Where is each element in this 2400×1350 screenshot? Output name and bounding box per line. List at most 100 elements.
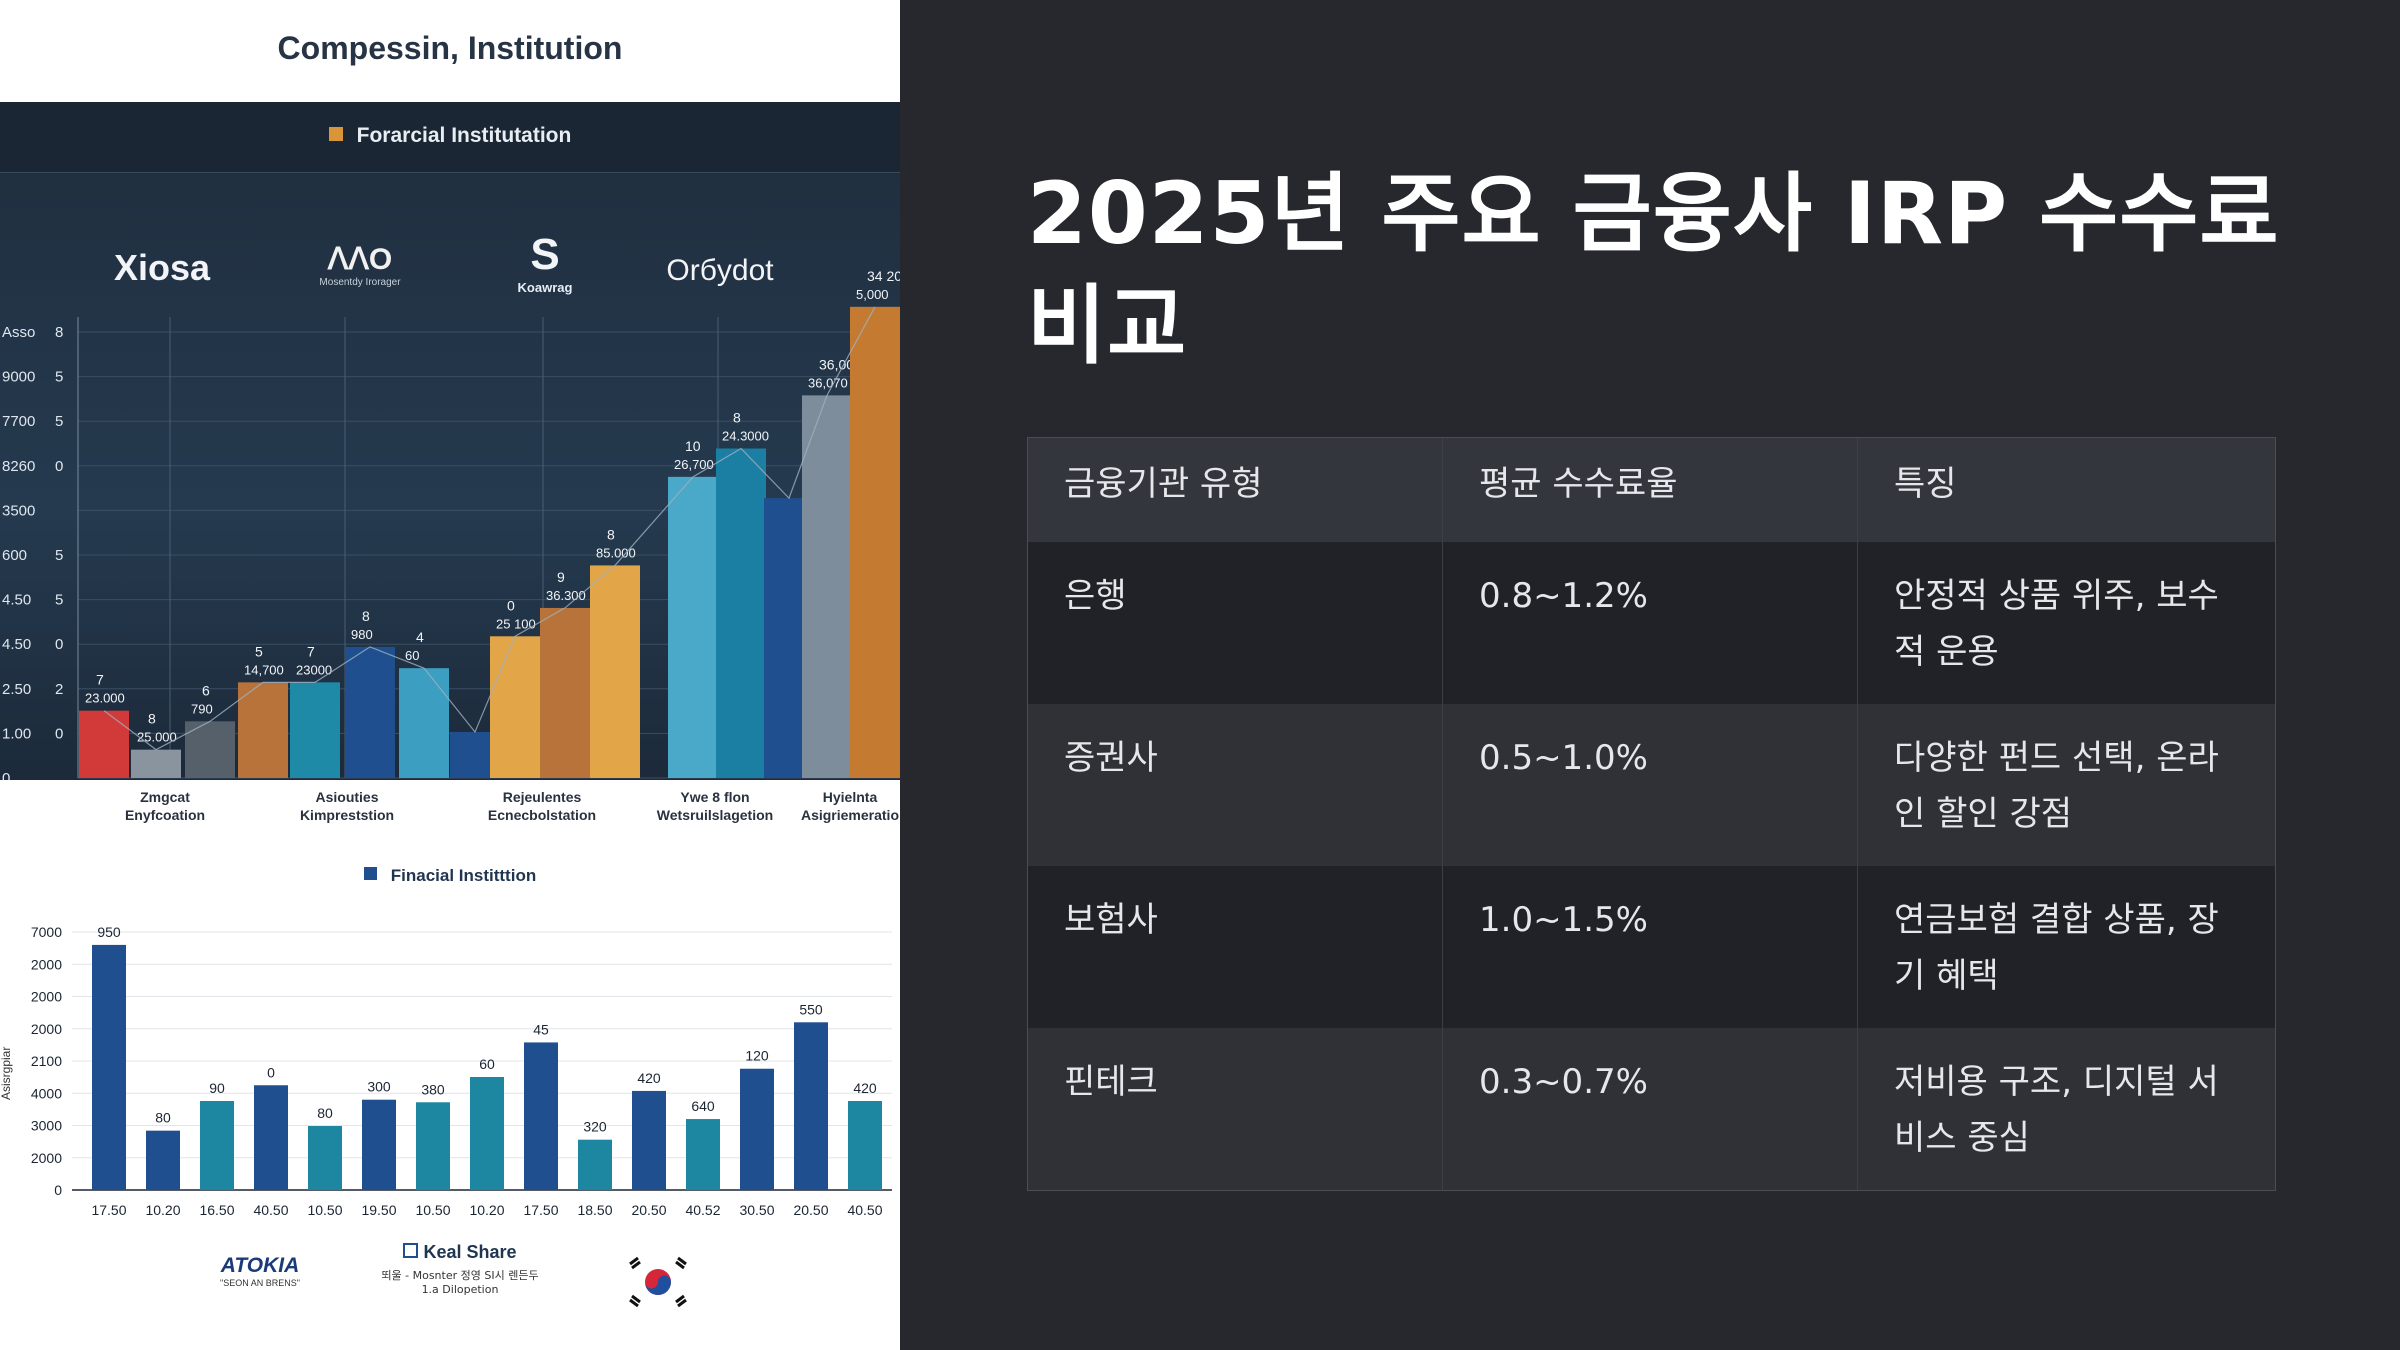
y-tick-label: 0 xyxy=(55,725,63,742)
bar xyxy=(290,682,340,778)
bar xyxy=(686,1119,720,1190)
logo-orbydot-name: Orбydot xyxy=(666,254,774,287)
bar-value-label: 950 xyxy=(97,924,121,940)
bar-index-label: 8 xyxy=(733,410,741,426)
bar-value-label: 45 xyxy=(533,1021,549,1037)
trend-line xyxy=(103,306,876,751)
y-tick-label: 0 xyxy=(55,636,63,653)
y-tick-label: 1.00 xyxy=(2,725,31,742)
bar xyxy=(185,721,235,778)
y-tick-label: 7000 xyxy=(31,924,62,940)
bar-value-label: 5,000 xyxy=(856,287,889,302)
cell-features: 안정적 상품 위주, 보수적 운용 xyxy=(1894,576,2219,672)
footer-share: Keal Share 뙤울 - Mosnter 정영 SI시 렌든두 1.a D… xyxy=(360,1242,560,1296)
bar xyxy=(131,749,181,778)
bar-index-label: 7 xyxy=(307,643,315,659)
cell-average-fee: 0.5~1.0% xyxy=(1443,704,1858,866)
bar-index-label: 9 xyxy=(557,569,565,585)
x-tick-label: 17.50 xyxy=(91,1202,126,1218)
x-tick-label: 40.50 xyxy=(847,1202,882,1218)
y-tick-label: 2100 xyxy=(31,1053,62,1069)
bar xyxy=(716,448,766,778)
table-row: 핀테크 0.3~0.7% 저비용 구조, 디지털 서비스 중심 xyxy=(1028,1028,2275,1190)
category-line1: Zmgcat xyxy=(140,789,190,805)
logo-second-mark: ᐱᐱO xyxy=(327,243,393,276)
bar-value-label: 120 xyxy=(745,1048,769,1064)
bar xyxy=(146,1130,180,1190)
top-bar-chart: Forarcial Institutation Xiosa ᐱᐱO Mosent… xyxy=(0,102,900,780)
bar-value-label: 85.000 xyxy=(596,545,636,560)
bar-value-label: 60 xyxy=(405,648,419,663)
x-tick-label: 40.50 xyxy=(253,1202,288,1218)
cell-institution-type: 증권사 xyxy=(1028,704,1443,866)
y-tick-label: 4000 xyxy=(31,1085,62,1101)
footer-brand: ATOKIA "SEON AN BRENS" xyxy=(210,1254,310,1288)
x-tick-label: 10.20 xyxy=(145,1202,180,1218)
y-tick-label: 5 xyxy=(55,413,63,430)
bar-value-label: 550 xyxy=(799,1001,823,1017)
cell-features: 다양한 펀드 선택, 온라인 할인 강점 xyxy=(1894,738,2219,834)
top-chart-legend: Forarcial Institutation xyxy=(0,124,900,148)
table-row: 은행 0.8~1.2% 안정적 상품 위주, 보수적 운용 xyxy=(1028,542,2275,704)
y-tick-label: 3500 xyxy=(2,502,35,519)
bar xyxy=(590,565,640,778)
cell-institution-type: 핀테크 xyxy=(1028,1028,1443,1190)
category-line1: Rejeulentes xyxy=(502,789,582,805)
logo-second-sub: Mosentdy Irorager xyxy=(319,277,401,288)
x-tick-label: 20.50 xyxy=(793,1202,828,1218)
logo-second: ᐱᐱO Mosentdy Irorager xyxy=(300,242,420,288)
bar-index-label: 0 xyxy=(507,597,515,613)
bar xyxy=(470,1076,504,1190)
bar-value-label: 80 xyxy=(317,1105,333,1121)
x-tick-label: 16.50 xyxy=(199,1202,234,1218)
bar xyxy=(362,1099,396,1190)
bar-value-label: 320 xyxy=(583,1119,607,1135)
bar xyxy=(540,607,590,778)
bar xyxy=(79,710,129,778)
bar xyxy=(308,1126,342,1190)
bar-index-label: 5 xyxy=(255,643,263,659)
logo-orbydot: Orбydot xyxy=(645,254,795,288)
bar xyxy=(794,1022,828,1190)
bar-value-label: 420 xyxy=(637,1070,661,1086)
bar xyxy=(200,1100,234,1190)
bar-value-label: 14,700 xyxy=(244,662,284,677)
category-line1: Ywe 8 flon xyxy=(680,789,750,805)
bar-value-label: 90 xyxy=(209,1080,225,1096)
legend-label: Forarcial Institutation xyxy=(356,124,572,147)
y-axis-label: Asisrgpiar xyxy=(0,1047,13,1100)
category-label: Hyielnta Asigriemeratio xyxy=(780,788,900,824)
logo-xiosa: Xiosa xyxy=(82,247,242,289)
x-tick-label: 20.50 xyxy=(631,1202,666,1218)
footer-share-label: Keal Share xyxy=(423,1242,517,1262)
bar-value-label: 25.000 xyxy=(137,730,177,745)
legend-swatch xyxy=(328,127,343,141)
bar xyxy=(850,306,900,778)
footer-share-line2: 1.a Dilopetion xyxy=(421,1283,499,1296)
cell-institution-type: 보험사 xyxy=(1028,866,1443,1028)
bar xyxy=(238,682,288,778)
y-tick-label: 600 xyxy=(2,547,27,564)
category-line2: Ecnecbolstation xyxy=(487,807,597,823)
footer-brand-name: ATOKIA xyxy=(220,1254,300,1277)
bar xyxy=(740,1068,774,1190)
share-icon xyxy=(403,1243,419,1258)
bar xyxy=(345,646,395,778)
bar-index-label: 8 xyxy=(362,608,370,624)
bar-index-label: 6 xyxy=(202,682,210,698)
fee-comparison-table: 금융기관 유형 평균 수수료율 특징 은행 0.8~1.2% 안정적 상품 위주… xyxy=(1027,437,2276,1191)
bar xyxy=(848,1100,882,1190)
x-tick-label: 10.50 xyxy=(415,1202,450,1218)
bar-index-label: 7 xyxy=(96,672,104,688)
footer-share-title: Keal Share xyxy=(360,1242,560,1263)
y-tick-label: 7700 xyxy=(2,413,35,430)
y-tick-label: 4.50 xyxy=(2,636,31,653)
y-tick-label: 4.50 xyxy=(2,592,31,609)
bar-value-label: 23.000 xyxy=(85,691,125,706)
y-tick-label: 0 xyxy=(54,1182,62,1198)
footer-brand-sub: "SEON AN BRENS" xyxy=(220,1278,300,1288)
category-label: Ywe 8 flon Wetsruilslagetion xyxy=(640,788,790,824)
bar-value-label: 790 xyxy=(191,701,213,716)
bar-index-label: 34 2000 xyxy=(867,268,900,284)
